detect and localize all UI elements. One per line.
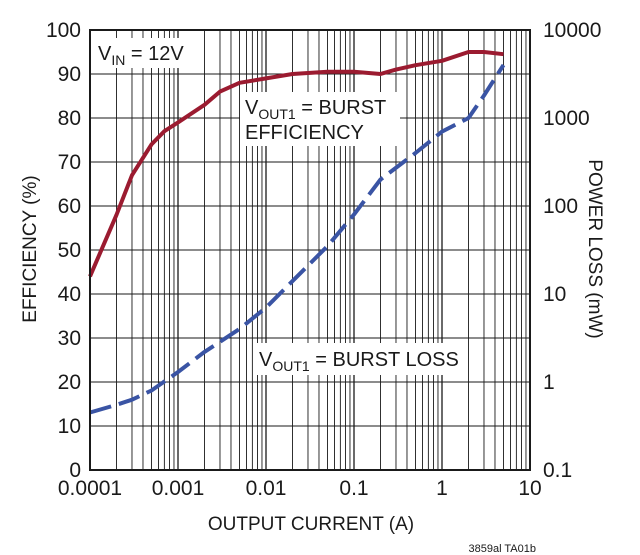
y-tick-label: 40 bbox=[58, 283, 81, 306]
plot-frame bbox=[89, 29, 531, 471]
y2-tick-label: 10000 bbox=[543, 19, 601, 42]
x-tick-label: 0.1 bbox=[339, 477, 368, 500]
series-layer bbox=[88, 50, 506, 415]
loss-annotation: VOUT1 = BURST LOSS bbox=[259, 349, 459, 374]
x-tick-label: 0.0001 bbox=[58, 477, 122, 500]
y2-tick-label: 1 bbox=[543, 371, 555, 394]
y-axis-title: EFFICIENCY (%) bbox=[20, 175, 41, 322]
y-tick-label: 30 bbox=[58, 327, 81, 350]
y-tick-label: 0 bbox=[69, 459, 81, 482]
y-tick-label: 10 bbox=[58, 415, 81, 438]
vin-annotation: VIN = 12V bbox=[98, 43, 184, 68]
y2-tick-label: 1000 bbox=[543, 107, 590, 130]
y2-tick-label: 100 bbox=[543, 195, 578, 218]
y-tick-label: 100 bbox=[46, 19, 81, 42]
x-tick-label: 0.01 bbox=[246, 477, 287, 500]
efficiency-annotation-bg bbox=[240, 92, 400, 146]
x-tick-label: 1 bbox=[436, 477, 448, 500]
vin-annotation-bg bbox=[94, 38, 204, 68]
y-tick-label: 90 bbox=[58, 63, 81, 86]
x-axis-title: OUTPUT CURRENT (A) bbox=[208, 514, 414, 535]
y2-tick-label: 0.1 bbox=[543, 459, 572, 482]
efficiency-annotation-line2: EFFICIENCY bbox=[245, 122, 364, 144]
y-tick-label: 50 bbox=[58, 239, 81, 262]
y-tick-label: 20 bbox=[58, 371, 81, 394]
loss-annotation-bg bbox=[254, 343, 466, 375]
x-tick-label: 0.001 bbox=[152, 477, 205, 500]
y-tick-label: 60 bbox=[58, 195, 81, 218]
x-tick-label: 10 bbox=[518, 477, 541, 500]
efficiency-annotation-line1: VOUT1 = BURST bbox=[245, 97, 386, 122]
y-tick-label: 70 bbox=[58, 151, 81, 174]
figure-id: 3859al TA01b bbox=[469, 543, 536, 555]
y2-tick-label: 10 bbox=[543, 283, 566, 306]
y-tick-label: 80 bbox=[58, 107, 81, 130]
plot-border bbox=[89, 29, 531, 471]
tick-labels: 0.0001 0.001 0.01 0.1 1 100102030405060708090… bbox=[46, 19, 601, 500]
grid bbox=[89, 30, 530, 470]
power-loss-series-line bbox=[89, 63, 506, 415]
y2-axis-title: POWER LOSS (mW) bbox=[584, 159, 605, 338]
efficiency-series-line bbox=[88, 50, 504, 278]
